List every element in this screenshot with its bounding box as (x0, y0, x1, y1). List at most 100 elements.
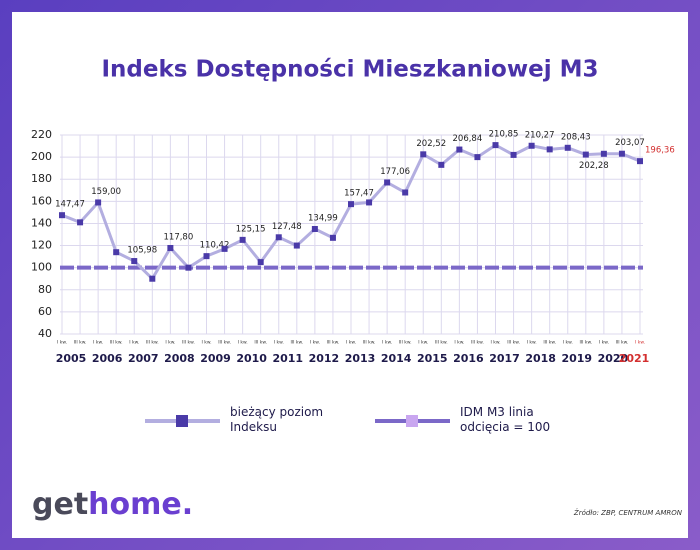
x-tick-label: I kw. (635, 340, 645, 346)
x-tick-label: I kw. (310, 340, 320, 346)
year-label: 2012 (309, 352, 340, 365)
legend-label: bieżący poziom Indeksu (230, 405, 324, 434)
point (185, 264, 192, 271)
y-tick-label: 40 (38, 327, 52, 340)
x-tick-label: III kw. (74, 340, 87, 346)
x-tick-label: III kw. (543, 340, 556, 346)
point (59, 212, 65, 219)
point (456, 146, 463, 153)
value-label: 202,28 (579, 161, 609, 171)
x-tick-label: I kw. (382, 340, 392, 346)
year-label: 2007 (128, 352, 159, 365)
x-tick-label: I kw. (238, 340, 248, 346)
point (131, 258, 138, 265)
year-label: 2016 (453, 352, 484, 365)
point (402, 189, 409, 196)
y-tick-label: 200 (31, 150, 52, 163)
point (618, 150, 625, 157)
value-label: 208,43 (561, 132, 591, 142)
point (221, 245, 228, 252)
legend-text-box: IDM M3 linia odcięcia = 100 (460, 405, 551, 434)
point (149, 275, 156, 282)
x-tick-label: III kw. (471, 340, 484, 346)
value-label: 177,06 (380, 167, 410, 177)
x-tick-label: III kw. (110, 340, 123, 346)
x-tick-label: III kw. (218, 340, 231, 346)
x-tick-label: I kw. (527, 340, 537, 346)
x-tick-label: III kw. (363, 340, 376, 346)
value-label: 125,15 (236, 224, 266, 234)
value-label: 134,99 (308, 213, 338, 223)
legend-label: IDM M3 linia odcięcia = 100 (460, 405, 551, 434)
x-tick-label: III kw. (507, 340, 520, 346)
logo: gethome. (32, 487, 193, 522)
year-label: 2021 (619, 352, 650, 365)
x-tick-label: I kw. (201, 340, 211, 346)
year-label: 2018 (525, 352, 556, 365)
point (95, 199, 102, 206)
logo-right: home. (88, 487, 193, 522)
value-label: 147,47 (55, 200, 85, 210)
point (510, 151, 517, 158)
x-tick-label: III kw. (182, 340, 195, 346)
legend-marker (406, 415, 418, 427)
legend-marker (176, 415, 188, 427)
logo-left: get (32, 487, 88, 522)
point (438, 161, 445, 168)
year-label: 2019 (561, 352, 592, 365)
x-tick-label: I kw. (274, 340, 284, 346)
year-label: 2015 (417, 352, 448, 365)
year-label: 2008 (164, 352, 195, 365)
point (77, 219, 84, 226)
value-label: 210,27 (525, 130, 555, 140)
x-tick-label: I kw. (346, 340, 356, 346)
value-label: 202,52 (416, 139, 446, 149)
point (348, 201, 354, 208)
point (492, 142, 499, 149)
y-tick-label: 60 (38, 305, 52, 318)
point (311, 225, 318, 232)
point (546, 146, 553, 153)
point (113, 249, 120, 256)
x-tick-label: I kw. (454, 340, 464, 346)
point (384, 179, 391, 186)
y-tick-label: 160 (31, 194, 52, 207)
y-tick-label: 120 (31, 239, 52, 252)
x-tick-label: I kw. (129, 340, 139, 346)
point (474, 154, 481, 161)
card (12, 12, 688, 538)
value-label: 110,42 (200, 241, 230, 251)
y-tick-label: 80 (38, 283, 52, 296)
year-label: 2005 (56, 352, 87, 365)
value-label: 210,85 (489, 130, 519, 140)
year-label: 2011 (272, 352, 303, 365)
year-label: 2006 (92, 352, 123, 365)
point (637, 158, 643, 165)
point (600, 150, 607, 157)
x-tick-label: I kw. (418, 340, 428, 346)
year-label: 2013 (345, 352, 376, 365)
year-label: 2010 (236, 352, 267, 365)
chart-title: Indeks Dostępności Mieszkaniowej M3 (102, 57, 599, 83)
source: Źródło: ZBP, CENTRUM AMRON (573, 508, 683, 517)
x-tick-label: III kw. (579, 340, 592, 346)
year-label: 2014 (381, 352, 412, 365)
x-tick-label: III kw. (290, 340, 303, 346)
x-tick-label: I kw. (93, 340, 103, 346)
point (564, 144, 571, 151)
point (275, 234, 282, 241)
point (167, 244, 174, 251)
value-label: 105,98 (127, 246, 157, 256)
point (528, 142, 535, 149)
value-label: 127,48 (272, 222, 302, 232)
x-tick-label: I kw. (57, 340, 67, 346)
y-tick-label: 220 (31, 128, 52, 141)
value-label: 196,36 (645, 146, 675, 156)
x-tick-label: III kw. (254, 340, 267, 346)
legend-text-box: bieżący poziom Indeksu (230, 405, 324, 434)
point (420, 151, 427, 158)
point (329, 234, 336, 241)
x-tick-label: III kw. (616, 340, 629, 346)
